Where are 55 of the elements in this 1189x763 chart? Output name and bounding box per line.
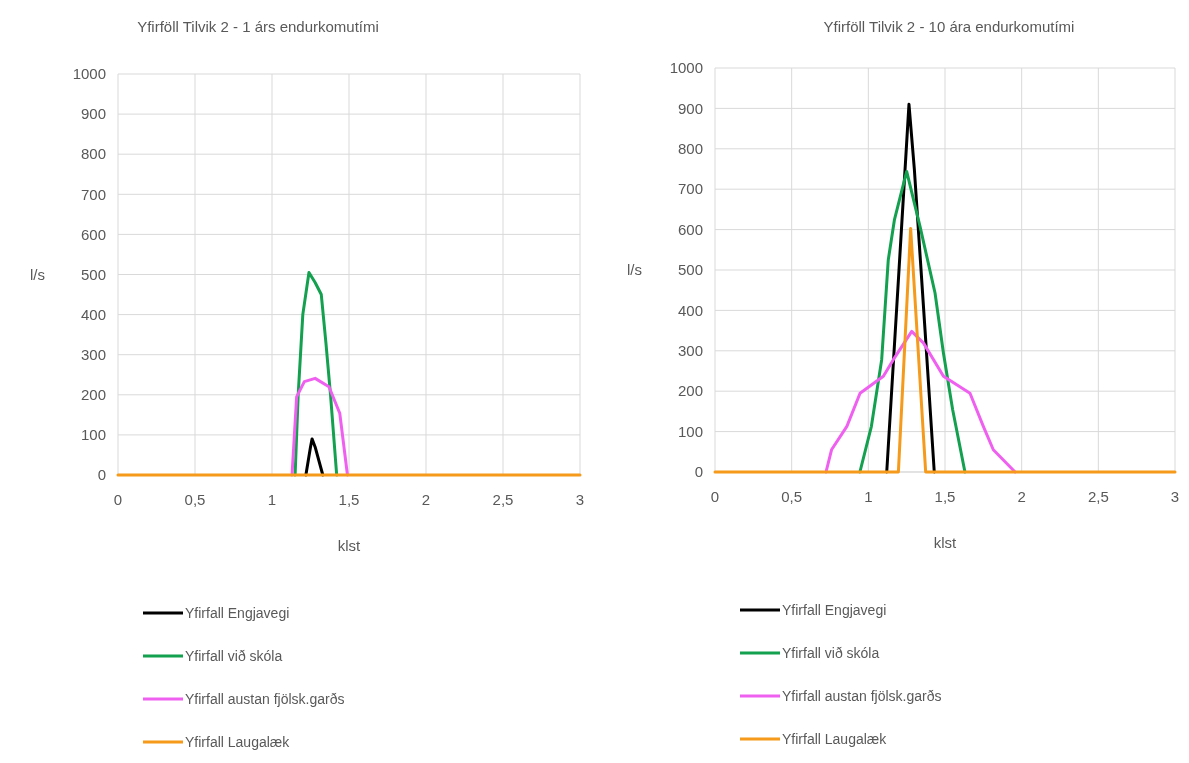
x-tick-label: 0,5 (184, 491, 206, 508)
y-tick-label: 0 (694, 463, 703, 481)
legend-label: Yfirfall austan fjölsk.garðs (185, 691, 345, 707)
chart-title: Yfirföll Tilvik 2 - 1 árs endurkomutími (137, 18, 379, 35)
y-tick-label: 400 (80, 305, 106, 323)
x-tick-label: 2,5 (492, 491, 514, 508)
y-tick-label: 700 (80, 185, 106, 203)
line-series (885, 102, 936, 474)
legend-label: Yfirfall austan fjölsk.garðs (782, 688, 942, 704)
y-tick-label: 500 (80, 265, 106, 283)
y-tick-label: 900 (677, 99, 703, 117)
line-series (858, 169, 967, 474)
x-tick-label: 2 (1017, 488, 1026, 505)
line-series (293, 271, 339, 477)
y-axis-title: l/s (30, 265, 45, 283)
y-tick-label: 600 (677, 220, 703, 238)
y-tick-label: 200 (677, 382, 703, 400)
y-tick-label: 500 (677, 261, 703, 279)
y-tick-label: 1000 (669, 59, 703, 77)
x-tick-label: 1 (267, 491, 277, 508)
x-tick-label: 1 (864, 488, 873, 505)
line-series (824, 329, 1017, 474)
x-tick-label: 1,5 (934, 488, 956, 505)
x-tick-label: 2,5 (1087, 488, 1109, 505)
x-tick-label: 0,5 (781, 488, 803, 505)
y-tick-label: 100 (677, 422, 703, 440)
x-axis-title: klst (337, 537, 362, 554)
legend-label: Yfirfall Engjavegi (185, 605, 290, 621)
y-tick-label: 200 (80, 386, 106, 404)
x-tick-label: 1,5 (338, 491, 360, 508)
x-tick-label: 0 (710, 488, 720, 505)
chart-title: Yfirföll Tilvik 2 - 10 ára endurkomutími (823, 18, 1075, 35)
y-tick-label: 1000 (72, 65, 106, 83)
y-tick-label: 700 (677, 180, 703, 198)
y-tick-label: 100 (80, 426, 106, 444)
y-tick-label: 900 (80, 105, 106, 123)
y-tick-label: 300 (677, 342, 703, 360)
x-tick-label: 0 (113, 491, 123, 508)
y-tick-label: 400 (677, 301, 703, 319)
x-tick-label: 3 (575, 491, 585, 508)
legend-label: Yfirfall við skóla (185, 648, 283, 664)
y-tick-label: 0 (97, 466, 106, 484)
x-tick-label: 3 (1170, 488, 1180, 505)
x-tick-label: 2 (421, 491, 431, 508)
legend-label: Yfirfall Laugalæk (185, 734, 291, 750)
y-tick-label: 300 (80, 345, 106, 363)
y-tick-label: 800 (677, 140, 703, 158)
legend-label: Yfirfall Engjavegi (782, 602, 887, 618)
legend-label: Yfirfall Laugalæk (782, 731, 888, 747)
y-tick-label: 800 (80, 145, 106, 163)
y-axis-title: l/s (627, 261, 642, 278)
line-series (290, 376, 349, 477)
y-tick-label: 600 (80, 225, 106, 243)
legend-label: Yfirfall við skóla (782, 645, 880, 661)
x-axis-title: klst (933, 534, 958, 551)
